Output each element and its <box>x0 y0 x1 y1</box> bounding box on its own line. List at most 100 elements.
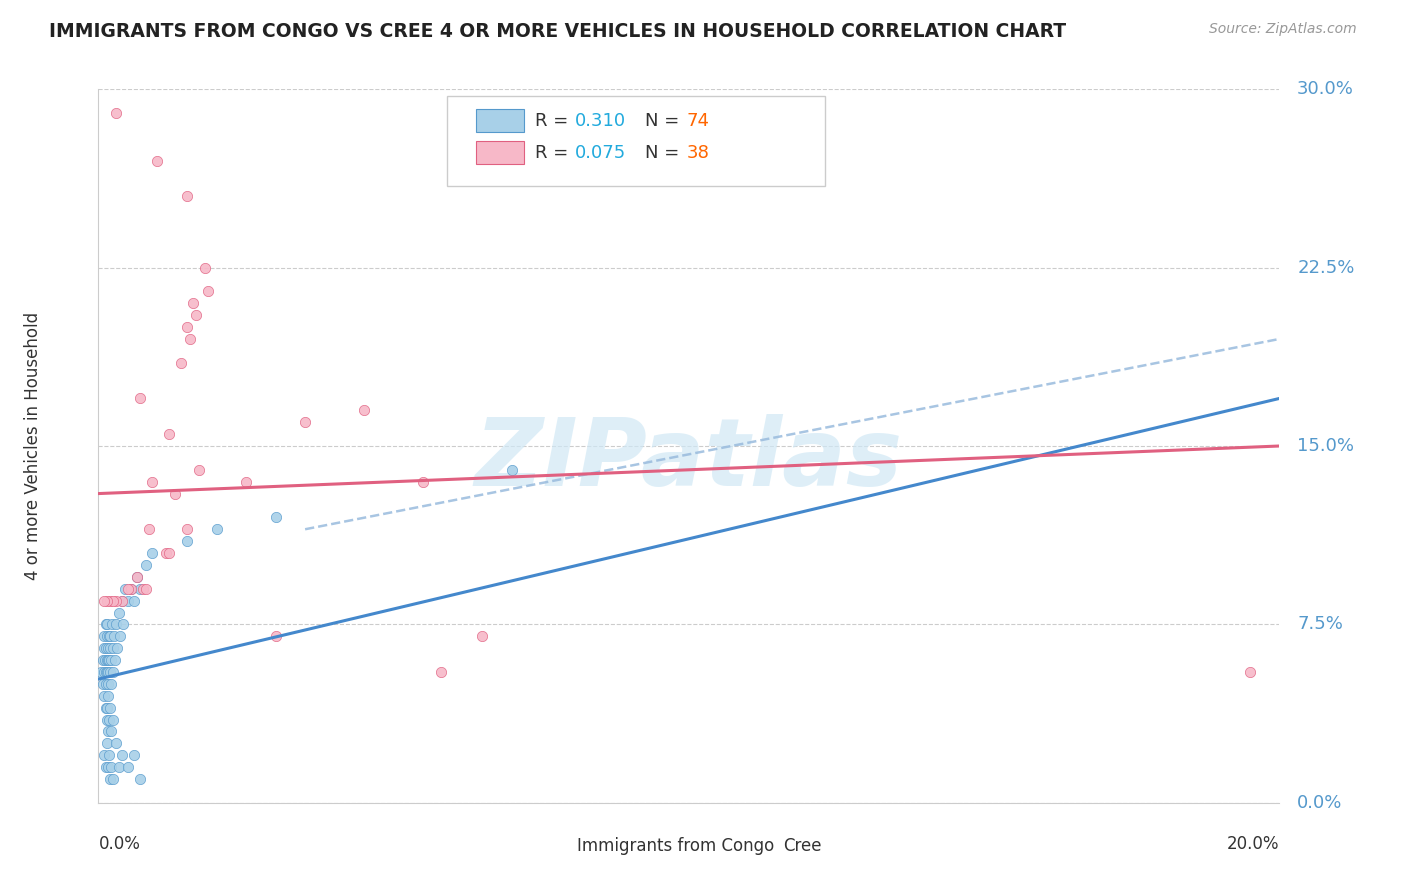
Point <box>471 629 494 643</box>
Point <box>100 653 122 667</box>
Point <box>111 593 134 607</box>
Point <box>93 689 115 703</box>
Point <box>184 308 207 322</box>
Point <box>96 713 118 727</box>
Point <box>98 629 121 643</box>
Point <box>93 629 115 643</box>
Point <box>97 760 120 774</box>
Point <box>98 653 121 667</box>
Point <box>94 677 117 691</box>
Point <box>98 641 121 656</box>
Point <box>103 713 125 727</box>
Point <box>138 522 160 536</box>
Point <box>112 617 135 632</box>
Text: 0.0%: 0.0% <box>1298 794 1343 812</box>
Point <box>96 617 118 632</box>
Point <box>94 700 117 714</box>
Point <box>181 296 204 310</box>
Point <box>235 475 257 489</box>
Point <box>97 653 120 667</box>
Point <box>96 653 118 667</box>
Point <box>412 475 434 489</box>
Point <box>96 629 118 643</box>
Point <box>97 641 120 656</box>
Point <box>90 665 112 679</box>
Point <box>105 593 128 607</box>
Point <box>648 142 671 156</box>
Point <box>97 724 120 739</box>
Point <box>96 736 118 750</box>
Point <box>264 629 287 643</box>
Point <box>117 582 139 596</box>
Text: 74: 74 <box>686 112 710 129</box>
FancyBboxPatch shape <box>477 141 523 164</box>
Point <box>176 320 198 334</box>
FancyBboxPatch shape <box>536 838 571 855</box>
Point <box>96 700 118 714</box>
Point <box>94 653 117 667</box>
Point <box>132 582 155 596</box>
Point <box>1239 665 1261 679</box>
Point <box>117 593 139 607</box>
FancyBboxPatch shape <box>477 109 523 132</box>
Point <box>105 106 128 120</box>
Text: Immigrants from Congo: Immigrants from Congo <box>576 838 773 855</box>
Text: 22.5%: 22.5% <box>1298 259 1354 277</box>
Point <box>100 677 122 691</box>
Point <box>111 748 134 763</box>
Point <box>93 641 115 656</box>
Point <box>165 486 187 500</box>
Text: 20.0%: 20.0% <box>1227 835 1279 853</box>
Point <box>91 653 114 667</box>
Point <box>93 748 115 763</box>
Point <box>294 415 316 429</box>
Point <box>128 392 150 406</box>
Point <box>98 713 121 727</box>
Text: N =: N = <box>645 144 685 161</box>
Point <box>194 260 217 275</box>
Point <box>97 677 120 691</box>
Point <box>105 641 128 656</box>
Point <box>501 463 523 477</box>
Point <box>100 760 122 774</box>
Point <box>141 475 163 489</box>
Point <box>108 606 131 620</box>
Point <box>187 463 209 477</box>
Point <box>111 593 134 607</box>
Point <box>96 665 118 679</box>
Point <box>125 570 148 584</box>
Text: 38: 38 <box>686 144 710 161</box>
Point <box>93 593 115 607</box>
Text: N =: N = <box>645 112 685 129</box>
Point <box>97 689 120 703</box>
Point <box>94 760 117 774</box>
Point <box>157 546 180 560</box>
Text: 15.0%: 15.0% <box>1298 437 1354 455</box>
Point <box>146 153 169 168</box>
Text: 7.5%: 7.5% <box>1298 615 1343 633</box>
Point <box>98 772 121 786</box>
Point <box>114 582 136 596</box>
Point <box>94 617 117 632</box>
Point <box>120 582 142 596</box>
Text: 4 or more Vehicles in Household: 4 or more Vehicles in Household <box>24 312 42 580</box>
Text: 30.0%: 30.0% <box>1298 80 1354 98</box>
Point <box>170 356 193 370</box>
Text: ZIPatlas: ZIPatlas <box>475 414 903 507</box>
Point <box>430 665 453 679</box>
Point <box>103 629 125 643</box>
Point <box>96 593 118 607</box>
Point <box>108 760 131 774</box>
Point <box>353 403 375 417</box>
Point <box>120 582 142 596</box>
Point <box>125 570 148 584</box>
Point <box>97 665 120 679</box>
Text: R =: R = <box>536 144 575 161</box>
Point <box>98 593 121 607</box>
Point <box>110 629 132 643</box>
Point <box>94 665 117 679</box>
Text: R =: R = <box>536 112 575 129</box>
Text: Source: ZipAtlas.com: Source: ZipAtlas.com <box>1209 22 1357 37</box>
Point <box>135 582 157 596</box>
Point <box>122 593 145 607</box>
